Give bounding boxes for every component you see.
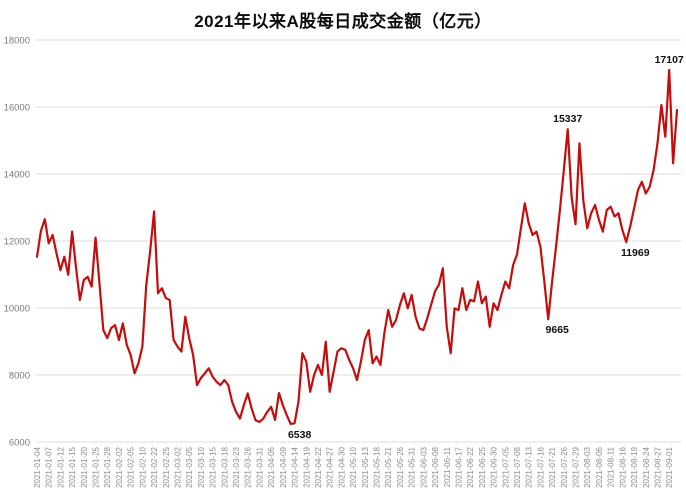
annotation-label: 17107: [655, 54, 684, 66]
x-axis-label: 2021-07-21: [548, 446, 557, 487]
x-axis-label: 2021-01-04: [33, 446, 42, 487]
x-axis-label: 2021-04-19: [302, 446, 311, 487]
x-axis-label: 2021-01-07: [45, 446, 54, 487]
y-axis-label: 8000: [9, 371, 30, 382]
x-axis-label: 2021-04-06: [267, 446, 276, 487]
page-title: 2021年以来A股每日成交金额（亿元）: [194, 12, 492, 31]
x-axis-label: 2021-05-13: [361, 446, 370, 487]
x-axis-label: 2021-03-23: [232, 446, 241, 487]
annotation-label: 9665: [546, 324, 570, 336]
x-axis-label: 2021-03-26: [244, 446, 253, 487]
x-axis-label: 2021-03-05: [185, 446, 194, 487]
y-axis-label: 12000: [4, 237, 30, 248]
x-axis-label: 2021-01-20: [80, 446, 89, 487]
y-axis-label: 6000: [9, 438, 30, 449]
x-axis-label: 2021-03-10: [197, 446, 206, 487]
x-axis-label: 2021-07-26: [560, 446, 569, 487]
x-axis-label: 2021-07-16: [536, 446, 545, 487]
annotation-label: 11969: [621, 247, 650, 259]
x-axis-label: 2021-06-25: [478, 446, 487, 487]
x-axis-label: 2021-08-03: [583, 446, 592, 487]
x-axis-label: 2021-08-19: [630, 446, 639, 487]
x-axis-label: 2021-03-18: [220, 446, 229, 487]
x-axis-label: 2021-03-31: [255, 446, 264, 487]
x-axis-label: 2021-05-21: [384, 446, 393, 487]
x-axis-label: 2021-03-02: [173, 446, 182, 487]
x-axis-label: 2021-01-15: [68, 446, 77, 487]
x-axis-label: 2021-04-30: [337, 446, 346, 487]
annotation-label: 15337: [553, 113, 582, 125]
x-axis-label: 2021-01-12: [56, 446, 65, 487]
x-axis-label: 2021-08-16: [618, 446, 627, 487]
x-axis-label: 2021-05-26: [396, 446, 405, 487]
x-axis-label: 2021-09-01: [665, 446, 674, 487]
x-axis-label: 2021-02-05: [127, 446, 136, 487]
x-axis-label: 2021-02-25: [162, 446, 171, 487]
x-axis-label: 2021-02-22: [150, 446, 159, 487]
x-axis-label: 2021-07-05: [501, 446, 510, 487]
x-axis-label: 2021-04-14: [291, 446, 300, 487]
y-axis-label: 18000: [4, 36, 30, 47]
x-axis-label: 2021-08-24: [642, 446, 651, 487]
x-axis-label: 2021-06-17: [454, 446, 463, 487]
x-axis-label: 2021-08-06: [595, 446, 604, 487]
x-axis-label: 2021-03-15: [209, 446, 218, 487]
data-line: [35, 68, 679, 426]
x-axis-label: 2021-07-29: [572, 446, 581, 487]
x-axis-label: 2021-06-03: [419, 446, 428, 487]
x-axis-label: 2021-05-18: [373, 446, 382, 487]
x-axis-label: 2021-01-28: [103, 446, 112, 487]
y-axis-label: 14000: [4, 170, 30, 181]
x-axis-label: 2021-04-09: [279, 446, 288, 487]
annotation-label: 6538: [288, 429, 312, 441]
x-axis-label: 2021-07-08: [513, 446, 522, 487]
x-axis-label: 2021-02-10: [138, 446, 147, 487]
x-axis-label: 2021-01-25: [92, 446, 101, 487]
x-axis-label: 2021-04-27: [326, 446, 335, 487]
y-axis-label: 10000: [4, 304, 30, 315]
x-axis-label: 2021-06-30: [490, 446, 499, 487]
x-axis-label: 2021-02-02: [115, 446, 124, 487]
x-axis-label: 2021-06-22: [466, 446, 475, 487]
x-axis-label: 2021-06-11: [443, 446, 452, 487]
x-axis-label: 2021-08-27: [653, 446, 662, 487]
x-axis-label: 2021-04-22: [314, 446, 323, 487]
y-axis-label: 16000: [4, 103, 30, 114]
x-axis-label: 2021-05-10: [349, 446, 358, 487]
x-axis-label: 2021-07-13: [525, 446, 534, 487]
x-axis-label: 2021-08-11: [607, 446, 616, 487]
x-axis-label: 2021-05-31: [408, 446, 417, 487]
x-axis-label: 2021-06-08: [431, 446, 440, 487]
